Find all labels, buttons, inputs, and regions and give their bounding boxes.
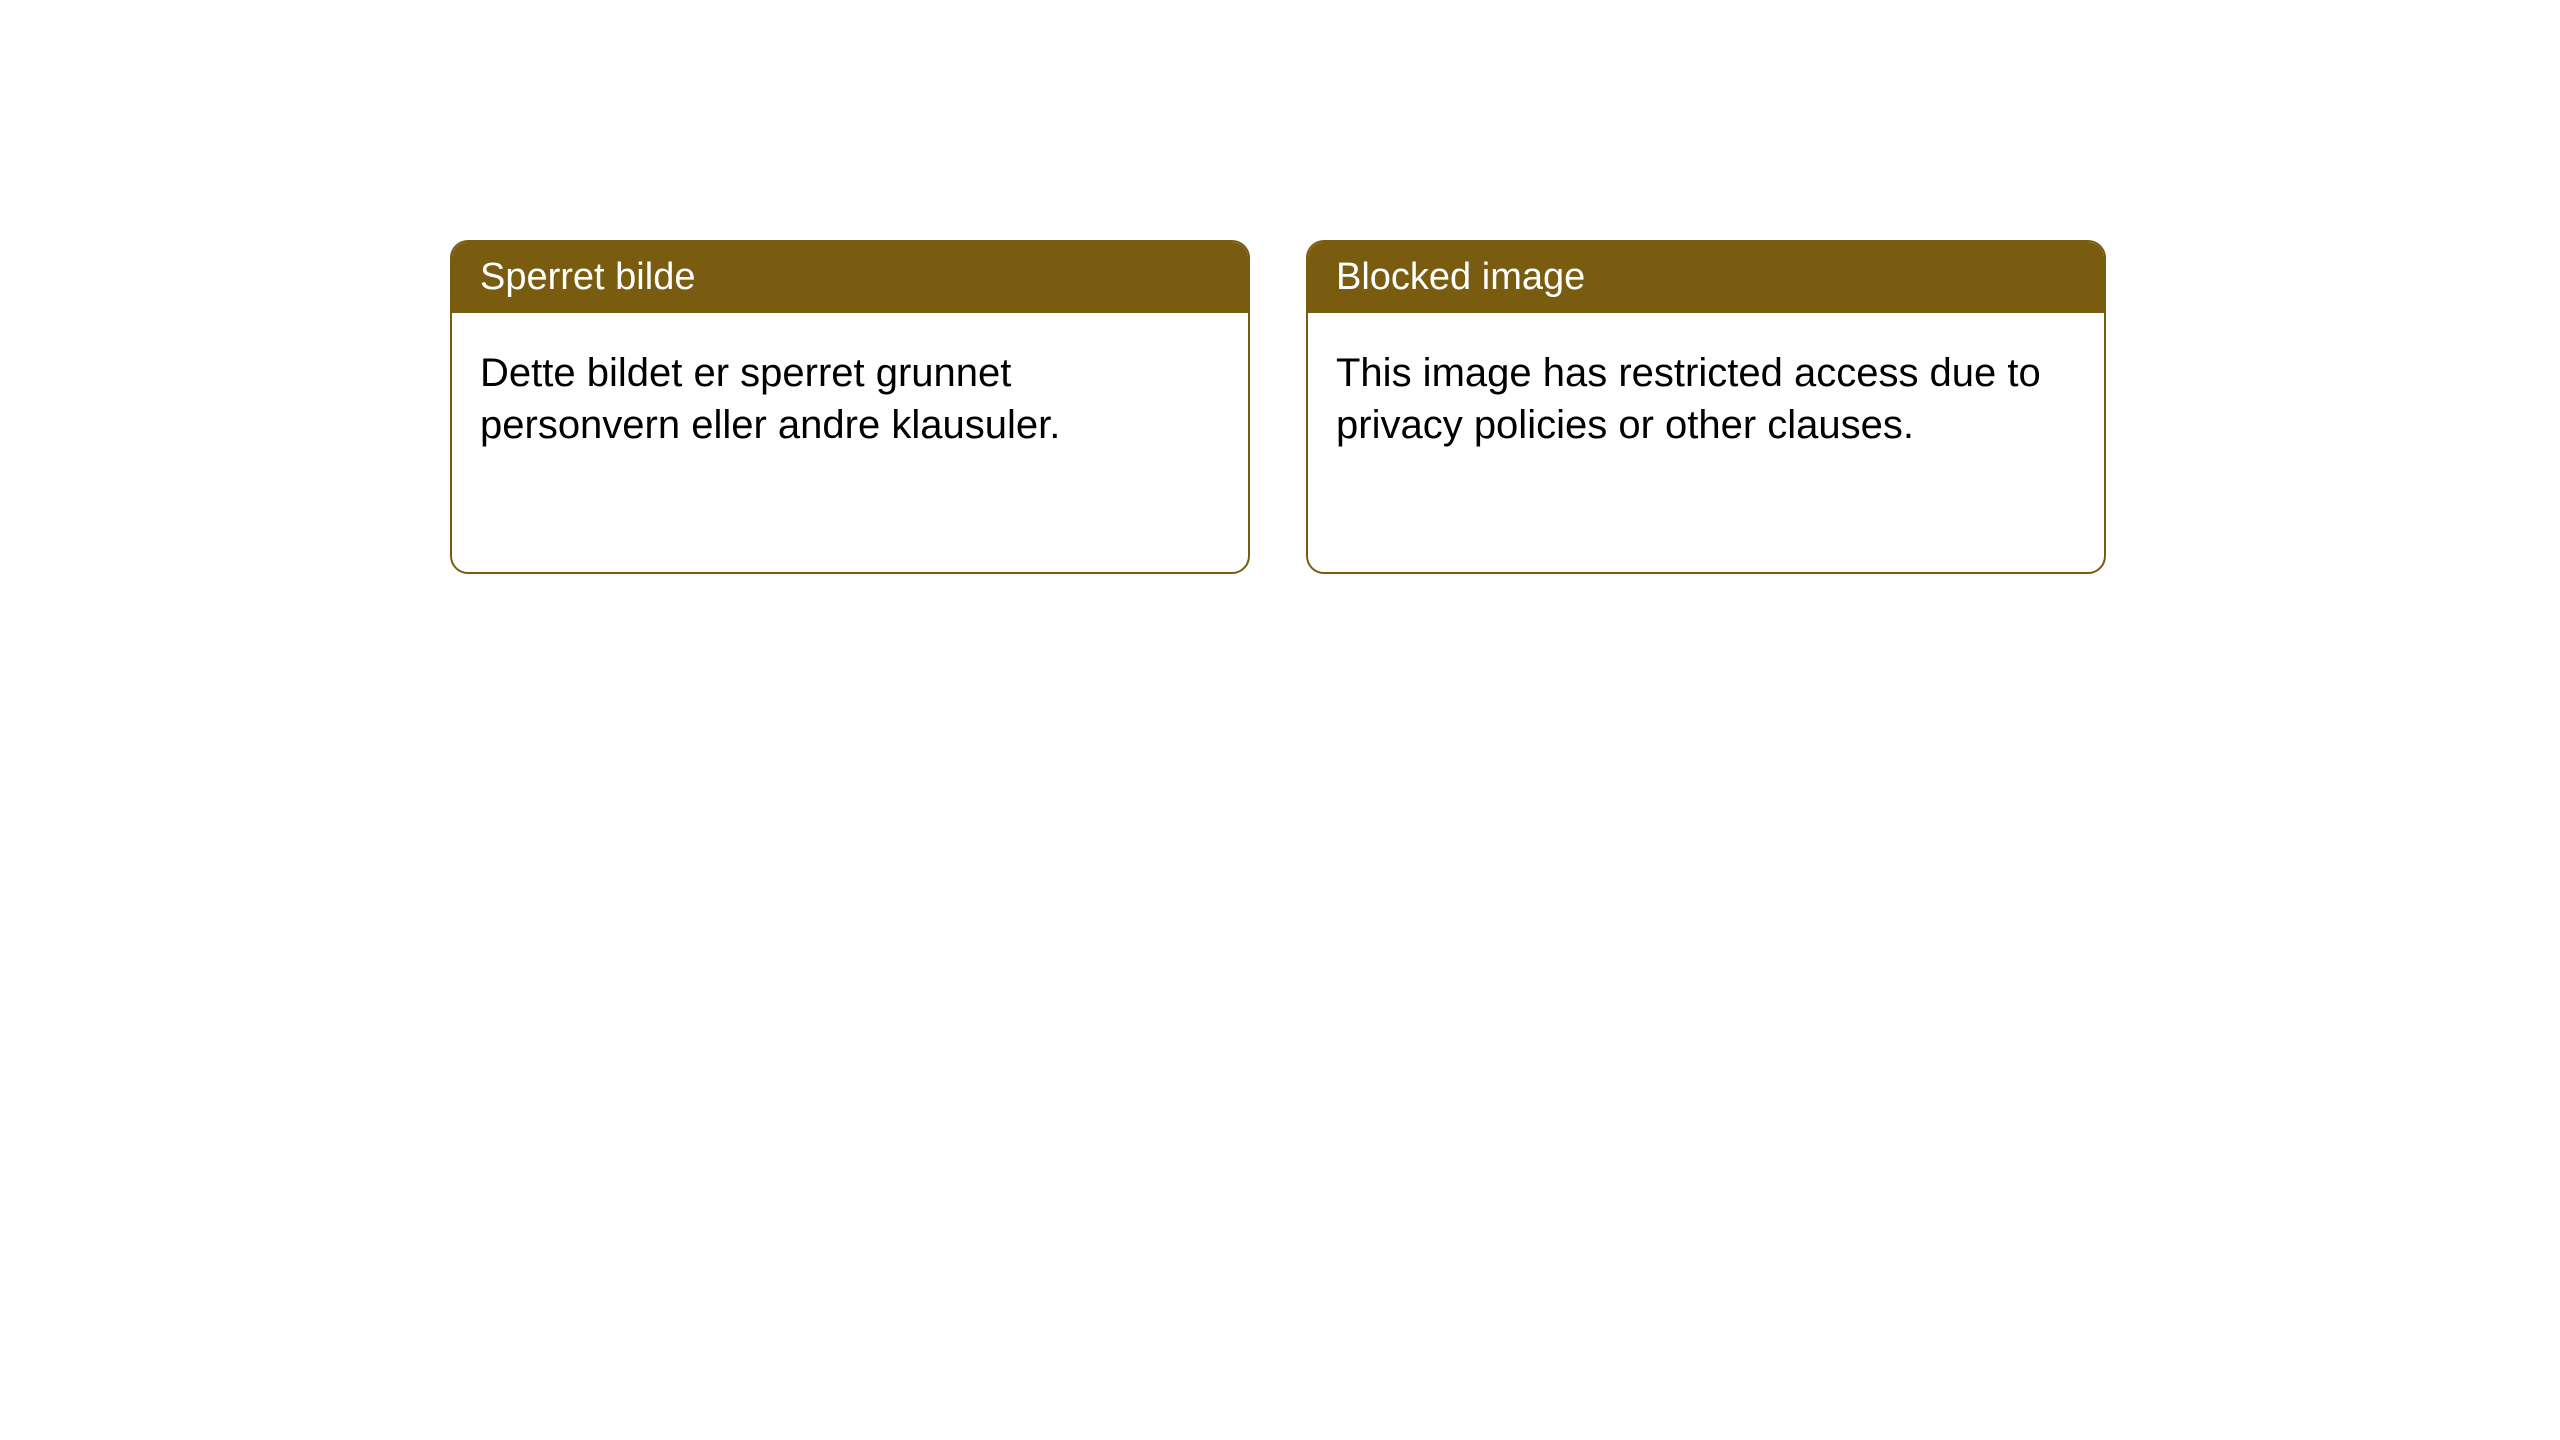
- card-body-english: This image has restricted access due to …: [1308, 313, 2104, 485]
- card-norwegian: Sperret bilde Dette bildet er sperret gr…: [450, 240, 1250, 574]
- card-header-english: Blocked image: [1308, 242, 2104, 313]
- card-english: Blocked image This image has restricted …: [1306, 240, 2106, 574]
- card-header-norwegian: Sperret bilde: [452, 242, 1248, 313]
- card-title-norwegian: Sperret bilde: [480, 256, 695, 298]
- card-text-english: This image has restricted access due to …: [1336, 351, 2041, 447]
- card-text-norwegian: Dette bildet er sperret grunnet personve…: [480, 351, 1060, 447]
- card-title-english: Blocked image: [1336, 256, 1585, 298]
- notice-container: Sperret bilde Dette bildet er sperret gr…: [450, 240, 2106, 574]
- card-body-norwegian: Dette bildet er sperret grunnet personve…: [452, 313, 1248, 485]
